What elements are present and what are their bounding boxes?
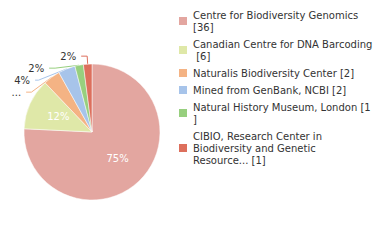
- svg-text:CIBIO, Research Center in: CIBIO, Research Center in: [193, 131, 325, 142]
- svg-text:Canadian Centre for DNA Barcod: Canadian Centre for DNA Barcoding: [193, 39, 372, 50]
- svg-text:12%: 12%: [47, 111, 69, 122]
- svg-text:2%: 2%: [60, 51, 76, 62]
- svg-text:Biodiversity and Genetic: Biodiversity and Genetic: [193, 143, 319, 154]
- svg-text:Mined from GenBank, NCBI [2]: Mined from GenBank, NCBI [2]: [193, 85, 346, 96]
- svg-text:[6]: [6]: [193, 51, 210, 62]
- svg-text:Resource... [1]: Resource... [1]: [193, 155, 266, 166]
- svg-text:]: ]: [193, 114, 197, 125]
- svg-text:[36]: [36]: [193, 22, 214, 33]
- svg-text:Natural History Museum, London: Natural History Museum, London [1: [193, 102, 371, 113]
- svg-text:Naturalis Biodiversity Center: Naturalis Biodiversity Center [2]: [193, 68, 354, 79]
- svg-text:4%: 4%: [14, 75, 30, 86]
- svg-text:2%: 2%: [28, 63, 44, 74]
- svg-text:...: ...: [12, 87, 22, 98]
- svg-text:Centre for Biodiversity Genomi: Centre for Biodiversity Genomics: [193, 10, 361, 21]
- svg-text:75%: 75%: [106, 153, 128, 164]
